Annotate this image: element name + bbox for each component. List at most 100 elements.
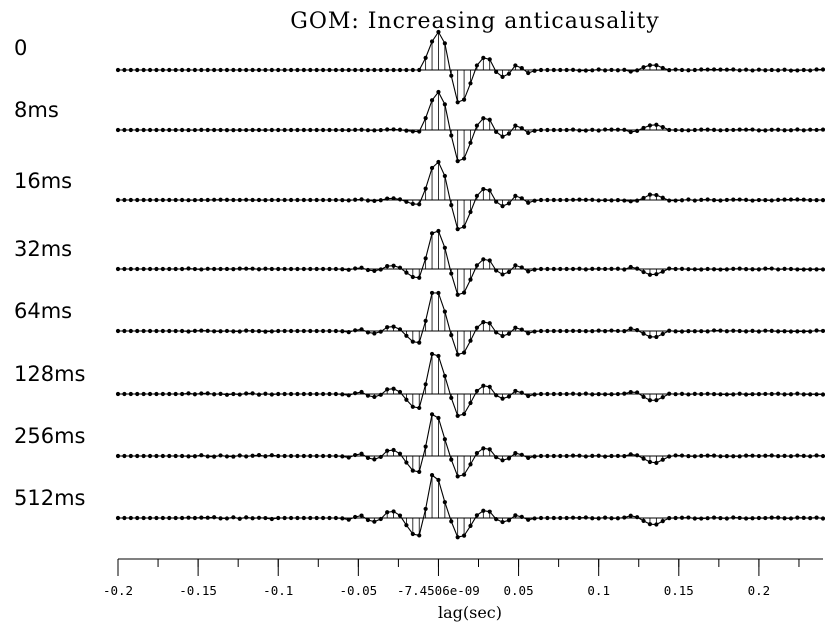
trace-point [731,197,736,202]
trace-point [333,391,339,397]
trace-point [705,67,710,72]
trace-point [237,392,242,397]
trace-point [436,415,441,421]
trace-point [115,67,121,73]
trace-point [641,331,646,336]
trace-label: 8ms [14,98,59,122]
trace-point [353,266,358,271]
trace-point [673,329,678,334]
trace-point [679,198,685,203]
trace-point [378,454,383,460]
trace-point [750,68,755,73]
trace-point [346,267,351,272]
trace-point [250,453,255,458]
trace-point [583,267,588,272]
trace-point [808,197,813,203]
trace-point [673,515,678,521]
trace-point [519,514,524,519]
trace-point [205,454,210,459]
trace-point [455,352,460,357]
trace-point [442,173,447,179]
trace-point [224,127,230,133]
trace-point [135,266,140,272]
trace-point [320,67,326,73]
trace-point [340,267,345,272]
trace-point [654,272,659,277]
trace-point [750,198,755,203]
trace-point [494,330,499,335]
trace-point [449,271,454,276]
trace-point [327,391,332,397]
trace-point [551,453,556,459]
trace-point [218,266,223,272]
trace-point [417,67,422,73]
trace-point [814,127,819,133]
trace-point [756,67,762,72]
trace-point [429,290,435,296]
trace-point [340,329,345,334]
trace-point [314,391,319,397]
trace-point [365,330,371,335]
trace-point [481,186,486,192]
trace-point [359,513,364,518]
trace-point [795,68,800,73]
trace-point [115,328,121,334]
trace-point [244,266,249,271]
trace-point [615,127,621,132]
trace-point [365,517,371,523]
trace-point [756,329,762,334]
trace-point [705,197,710,202]
trace-point [397,327,403,332]
trace-point [577,266,582,271]
trace-point [481,320,486,325]
trace-point [224,67,230,73]
trace-point [173,515,178,521]
trace-point [231,391,236,397]
trace-point [263,329,268,334]
trace-point [385,510,390,515]
trace-point [474,325,480,330]
trace-point [205,328,210,333]
trace-point [692,391,697,396]
trace-point [506,201,512,206]
trace-point [128,391,133,397]
trace-point [346,67,351,73]
trace-point [167,67,172,73]
trace-point [250,197,255,203]
trace-point [154,391,159,397]
trace-point [782,266,787,272]
trace-point [570,391,576,396]
trace-point [115,515,121,521]
trace-point [692,267,697,272]
trace-point [295,328,300,334]
trace-point [455,227,460,232]
trace-point [160,515,165,521]
trace-point [327,67,332,73]
trace-point [526,455,531,461]
trace-point [423,506,428,512]
trace-point [750,127,755,132]
trace-point [481,55,486,60]
trace-point [147,391,153,397]
trace-point [494,517,499,522]
trace-point [365,455,371,460]
trace-point [769,391,774,397]
trace-point [474,63,480,68]
trace-point [442,373,447,379]
trace-point [487,57,492,62]
trace-point [314,453,319,459]
trace-point [256,453,262,458]
trace-point [558,197,563,203]
trace-point [391,509,396,514]
trace-point [641,195,646,201]
trace-point [699,67,704,72]
trace-point [115,391,121,397]
trace-point [558,127,563,133]
trace-point [212,67,217,73]
trace-point [365,393,371,398]
trace-point [231,454,236,459]
trace-point [205,391,210,396]
trace-point [404,460,409,465]
trace-point [590,127,595,132]
trace-point [558,515,563,521]
